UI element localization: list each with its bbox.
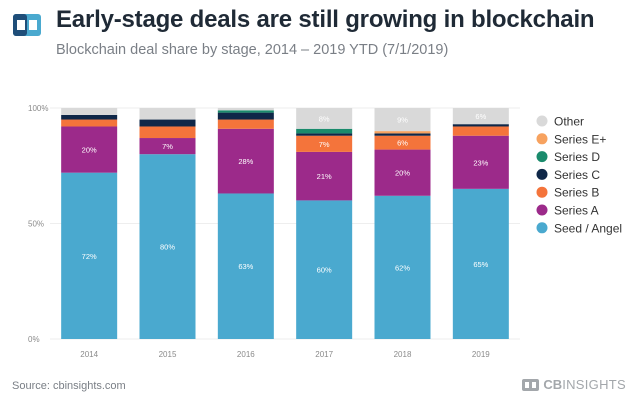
bar-segment [61,126,118,173]
data-label: 63% [238,262,253,271]
brand-insights-text: INSIGHTS [562,377,626,392]
data-label: 21% [317,172,332,181]
bar-segment [374,133,431,136]
x-tick-label: 2016 [237,350,255,359]
x-tick-label: 2015 [159,350,177,359]
bar-segment [374,149,431,196]
y-tick-label: 0% [28,335,40,344]
data-label: 7% [162,142,173,151]
legend-entry: Other [554,115,584,129]
x-tick-label: 2018 [394,350,412,359]
bar-segment [452,135,509,189]
bar-segment [296,108,353,129]
bar-segment [139,126,196,139]
brand-cb-text: CB [543,377,563,392]
x-tick-label: 2017 [315,350,333,359]
legend-entry: Seed / Angel [554,221,622,235]
legend-entry: Series D [554,150,600,164]
bar-segment [217,119,274,129]
data-label: 28% [238,157,253,166]
x-tick-label: 2019 [472,350,490,359]
legend-swatch [536,222,548,234]
data-label: 62% [395,263,410,272]
bar-segment [374,195,431,339]
data-label: 8% [319,114,330,123]
bar-segment [217,108,274,111]
bar-segment [61,119,118,127]
cbinsights-brand: CB INSIGHTS [522,377,626,392]
data-label: 20% [82,146,97,155]
bar-segment [139,138,196,155]
legend-entry: Series B [554,186,599,200]
source-note: Source: cbinsights.com [12,380,126,392]
data-label: 20% [395,169,410,178]
bar-segment [452,124,509,127]
bar-segment [296,151,353,201]
y-tick-label: 100% [28,104,48,113]
bar-segment [217,193,274,339]
legend-swatch [536,115,548,127]
bar-segment [217,128,274,194]
data-label: 23% [473,158,488,167]
data-label: 6% [475,112,486,121]
bar-segment [139,108,196,120]
bar-segment [217,110,274,113]
data-label: 9% [397,116,408,125]
bar-segment [374,108,431,132]
legend-swatch [536,204,548,216]
data-label: 6% [397,139,408,148]
cb-logo-icon [13,14,41,36]
data-label: 60% [317,266,332,275]
data-label: 7% [319,140,330,149]
legend-swatch [536,151,548,163]
bar-segment [217,112,274,120]
bar-segment [296,128,353,134]
chart-title: Early-stage deals are still growing in b… [56,6,595,33]
cbinsights-mark-icon [522,378,540,391]
x-tick-label: 2014 [80,350,98,359]
chart-subtitle: Blockchain deal share by stage, 2014 – 2… [56,42,449,58]
bar-segment [296,200,353,339]
data-label: 80% [160,243,175,252]
bar-segment [296,133,353,136]
bar-segment [61,114,118,120]
legend-entry: Series A [554,204,599,218]
stacked-bar-chart: 0% 50% 100% 72% 20% 80% 7% 63% 28% 60% 21% 7% 8% 62%… [28,104,622,359]
bar-segment [139,119,196,127]
legend-entry: Series C [554,168,600,182]
bar-segment [61,172,118,339]
legend-swatch [536,133,548,145]
bar-segment [296,135,353,152]
bar-segment [139,154,196,339]
bar-segment [452,126,509,136]
data-label: 65% [473,260,488,269]
y-tick-label: 50% [28,220,44,229]
bar-segment [374,135,431,150]
legend-swatch [536,186,548,198]
bar-segment [452,108,509,125]
bar-segment [452,188,509,339]
legend-swatch [536,168,548,180]
bar-segment [374,131,431,134]
bar-segment [61,108,118,115]
data-label: 72% [82,252,97,261]
legend-entry: Series E+ [554,132,606,146]
